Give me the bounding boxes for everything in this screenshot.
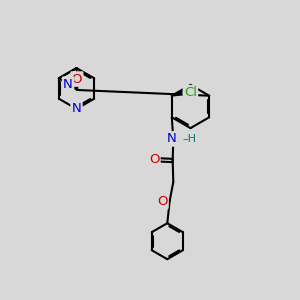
- Text: N: N: [167, 132, 177, 146]
- Text: O: O: [72, 73, 82, 85]
- Text: N: N: [72, 102, 81, 116]
- Text: Cl: Cl: [184, 86, 197, 99]
- Text: N: N: [63, 78, 73, 91]
- Text: O: O: [149, 153, 159, 167]
- Text: O: O: [157, 195, 167, 208]
- Text: –H: –H: [183, 134, 197, 144]
